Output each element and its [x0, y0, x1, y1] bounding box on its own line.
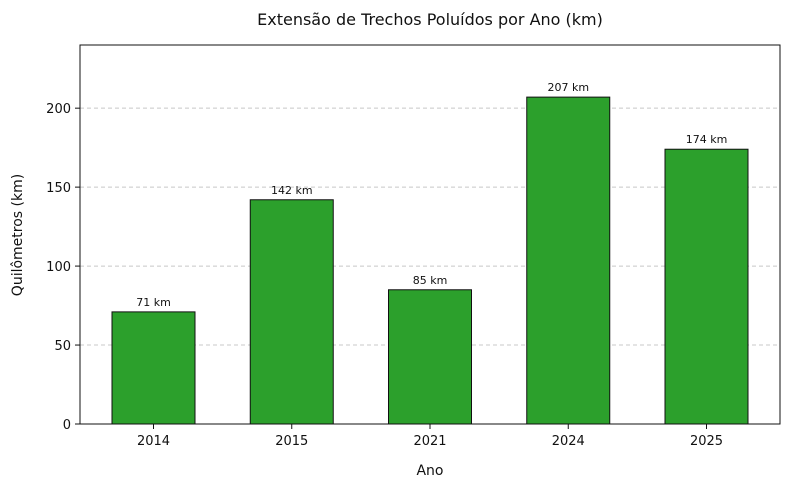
y-axis-label: Quilômetros (km)	[10, 174, 26, 296]
chart-title: Extensão de Trechos Poluídos por Ano (km…	[257, 10, 603, 29]
y-tick-label: 0	[63, 418, 71, 433]
data-labels: 71 km 142 km 85 km 207 km 174 km	[136, 81, 727, 309]
x-tick-label: 2024	[552, 434, 585, 449]
y-tick-label: 150	[46, 181, 71, 196]
bar-2024	[526, 96, 611, 425]
y-tick-label: 50	[54, 339, 71, 354]
data-label-2014: 71 km	[136, 296, 171, 309]
x-axis-ticks: 2014 2015 2021 2024 2025	[137, 424, 723, 449]
data-label-2021: 85 km	[413, 274, 448, 287]
data-label-2015: 142 km	[271, 184, 313, 197]
x-tick-label: 2025	[690, 434, 723, 449]
bar-2025	[664, 148, 749, 425]
data-label-2025: 174 km	[686, 133, 728, 146]
bar-2014	[111, 311, 196, 425]
x-tick-label: 2015	[275, 434, 308, 449]
x-tick-label: 2021	[413, 434, 446, 449]
y-tick-label: 100	[46, 260, 71, 275]
data-label-2024: 207 km	[547, 81, 589, 94]
x-axis-label: Ano	[416, 463, 443, 479]
y-axis-ticks: 0 50 100 150 200	[46, 102, 80, 433]
bars	[111, 96, 749, 425]
bar-2021	[388, 289, 472, 425]
x-tick-label: 2014	[137, 434, 170, 449]
y-tick-label: 200	[46, 102, 71, 117]
bar-2015	[249, 199, 334, 425]
